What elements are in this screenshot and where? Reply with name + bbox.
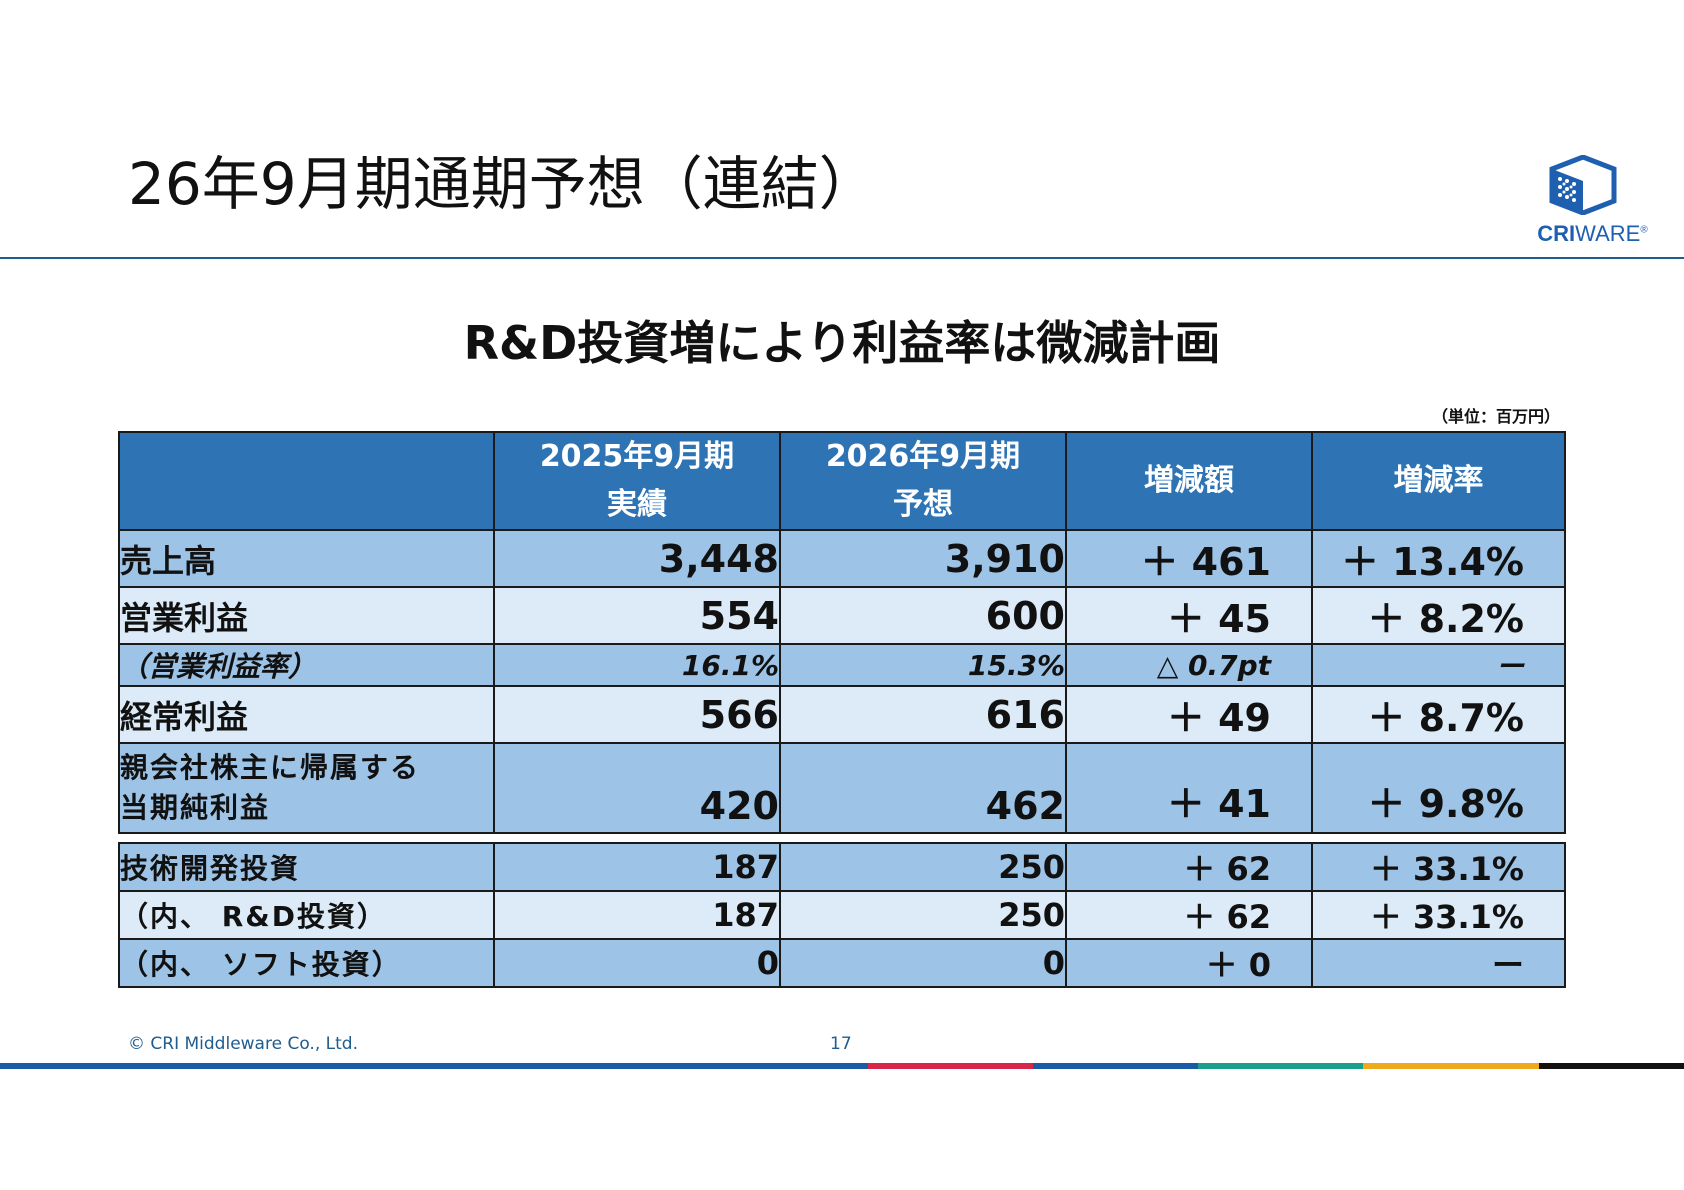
copyright-text: © CRI Middleware Co., Ltd. — [128, 1034, 358, 1054]
page-number: 17 — [830, 1034, 852, 1054]
cell-fy2026: 0 — [779, 938, 1067, 988]
table-row: （営業利益率） 16.1% 15.3% △ 0.7pt ー — [118, 643, 1566, 687]
cell-fy2025: 420 — [493, 742, 781, 834]
header-fy2026: 2026年9月期 予想 — [779, 431, 1067, 531]
header-fy2025: 2025年9月期 実績 — [493, 431, 781, 531]
cell-rate: ＋ 9.8% — [1311, 742, 1566, 834]
row-label: （営業利益率） — [118, 643, 495, 687]
footer-bar-segment — [0, 1063, 868, 1069]
cell-change: ＋ 0 — [1065, 938, 1313, 988]
logo-cri: CRI — [1537, 221, 1576, 246]
table-row: 営業利益 554 600 ＋ 45 ＋ 8.2% — [118, 586, 1566, 645]
cell-fy2025: 0 — [493, 938, 781, 988]
cube-logo-icon — [1549, 155, 1617, 215]
cri-ware-logo: CRIWARE® — [1530, 155, 1655, 247]
cell-fy2026: 600 — [779, 586, 1067, 645]
row-label: 売上高 — [118, 529, 495, 588]
row-label: 営業利益 — [118, 586, 495, 645]
row-label: （内、 R&D投資） — [118, 890, 495, 940]
cell-fy2026: 3,910 — [779, 529, 1067, 588]
logo-registered: ® — [1640, 224, 1648, 236]
cell-fy2026: 250 — [779, 890, 1067, 940]
headline: R&D投資増により利益率は微減計画 — [463, 316, 1221, 370]
title-divider — [0, 257, 1684, 259]
footer-bar-segment — [1033, 1063, 1198, 1069]
cell-rate: ＋ 8.2% — [1311, 586, 1566, 645]
cell-change: ＋ 62 — [1065, 842, 1313, 892]
header-rate: 増減率 — [1311, 431, 1566, 531]
table-row: 親会社株主に帰属する 当期純利益 420 462 ＋ 41 ＋ 9.8% — [118, 742, 1566, 834]
footer-bar-segment — [1198, 1063, 1363, 1069]
cell-fy2026: 462 — [779, 742, 1067, 834]
cell-change: △ 0.7pt — [1065, 643, 1313, 687]
table-row: 経常利益 566 616 ＋ 49 ＋ 8.7% — [118, 685, 1566, 744]
cell-change: ＋ 45 — [1065, 586, 1313, 645]
table-row: （内、 R&D投資） 187 250 ＋ 62 ＋ 33.1% — [118, 890, 1566, 940]
cell-fy2025: 3,448 — [493, 529, 781, 588]
unit-note: （単位：百万円） — [1431, 407, 1560, 426]
forecast-table: 2025年9月期 実績 2026年9月期 予想 増減額 増減率 売上高 3,448 … — [118, 431, 1566, 834]
logo-ware: WARE — [1575, 221, 1641, 246]
header-change: 増減額 — [1065, 431, 1313, 531]
footer-bar-segment — [1363, 1063, 1539, 1069]
cell-change: ＋ 461 — [1065, 529, 1313, 588]
cell-fy2025: 554 — [493, 586, 781, 645]
footer-bar-segment — [1539, 1063, 1684, 1069]
table-row: （内、 ソフト投資） 0 0 ＋ 0 ー — [118, 938, 1566, 988]
investment-table: 技術開発投資 187 250 ＋ 62 ＋ 33.1% （内、 R&D投資） 1… — [118, 842, 1566, 988]
cell-rate: ＋ 33.1% — [1311, 890, 1566, 940]
row-label: 親会社株主に帰属する 当期純利益 — [118, 742, 495, 834]
table-header-row: 2025年9月期 実績 2026年9月期 予想 増減額 増減率 — [118, 431, 1566, 531]
cell-rate: ー — [1311, 643, 1566, 687]
row-label: （内、 ソフト投資） — [118, 938, 495, 988]
footer-bar-segment — [868, 1063, 1033, 1069]
cell-rate: ＋ 33.1% — [1311, 842, 1566, 892]
cell-change: ＋ 62 — [1065, 890, 1313, 940]
cell-fy2026: 15.3% — [779, 643, 1067, 687]
row-label: 経常利益 — [118, 685, 495, 744]
cell-fy2025: 187 — [493, 842, 781, 892]
cell-fy2025: 566 — [493, 685, 781, 744]
slide-title: 26年9月期通期予想（連結） — [128, 150, 877, 218]
table-row: 売上高 3,448 3,910 ＋ 461 ＋ 13.4% — [118, 529, 1566, 588]
cell-rate: ー — [1311, 938, 1566, 988]
cell-fy2026: 616 — [779, 685, 1067, 744]
cell-change: ＋ 49 — [1065, 685, 1313, 744]
cell-fy2025: 16.1% — [493, 643, 781, 687]
header-blank — [118, 431, 495, 531]
cell-rate: ＋ 13.4% — [1311, 529, 1566, 588]
cell-change: ＋ 41 — [1065, 742, 1313, 834]
cell-fy2025: 187 — [493, 890, 781, 940]
cell-fy2026: 250 — [779, 842, 1067, 892]
logo-wordmark: CRIWARE® — [1530, 221, 1655, 247]
cell-rate: ＋ 8.7% — [1311, 685, 1566, 744]
row-label: 技術開発投資 — [118, 842, 495, 892]
footer-color-bar — [0, 1063, 1684, 1069]
table-row: 技術開発投資 187 250 ＋ 62 ＋ 33.1% — [118, 842, 1566, 892]
